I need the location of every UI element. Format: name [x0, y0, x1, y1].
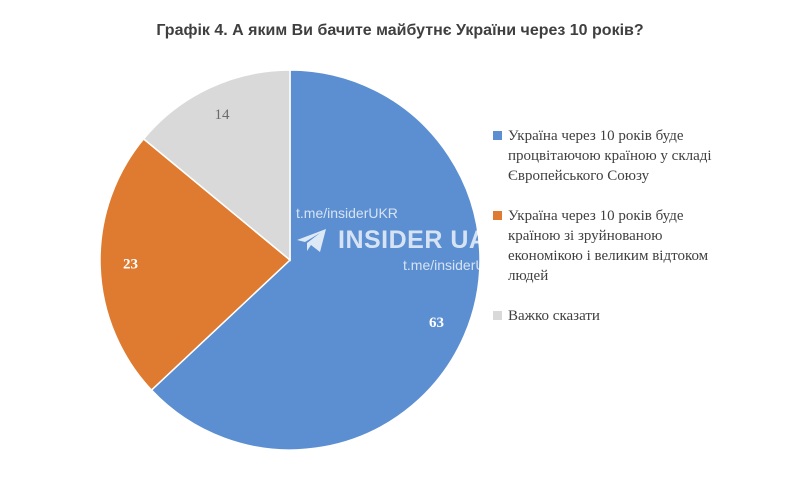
pie-label-eu: 63 [429, 315, 444, 331]
chart-title: Графік 4. А яким Ви бачите майбутнє Укра… [156, 22, 644, 39]
watermark-channel-bottom: t.me/insiderUKR [403, 257, 505, 273]
watermark-brand: INSIDER UA [296, 226, 487, 255]
legend-swatch-eu [493, 131, 502, 140]
legend-item-hard-to-say: Важко сказати [493, 306, 793, 326]
pie-slice-hard-to-say [142, 69, 291, 262]
legend-swatch-ruined [493, 211, 502, 220]
pie-slice-eu [150, 69, 481, 451]
legend: Україна через 10 років буде процвітаючою… [493, 126, 793, 346]
watermark-brand-text: INSIDER UA [338, 226, 488, 254]
pie-slice-ruined [99, 137, 292, 392]
pie-label-hard-to-say: 14 [215, 107, 231, 123]
watermark-channel-top: t.me/insiderUKR [296, 205, 398, 221]
legend-item-ruined: Україна через 10 років буде країною зі з… [493, 206, 793, 286]
legend-label-eu: Україна через 10 років буде процвітаючою… [508, 128, 712, 184]
legend-swatch-hard-to-say [493, 311, 502, 320]
legend-label-hard-to-say: Важко сказати [508, 308, 600, 324]
telegram-plane-icon [297, 228, 326, 252]
legend-item-eu: Україна через 10 років буде процвітаючою… [493, 126, 793, 186]
legend-label-ruined: Україна через 10 років буде країною зі з… [508, 208, 709, 284]
pie-label-ruined: 23 [123, 256, 138, 272]
